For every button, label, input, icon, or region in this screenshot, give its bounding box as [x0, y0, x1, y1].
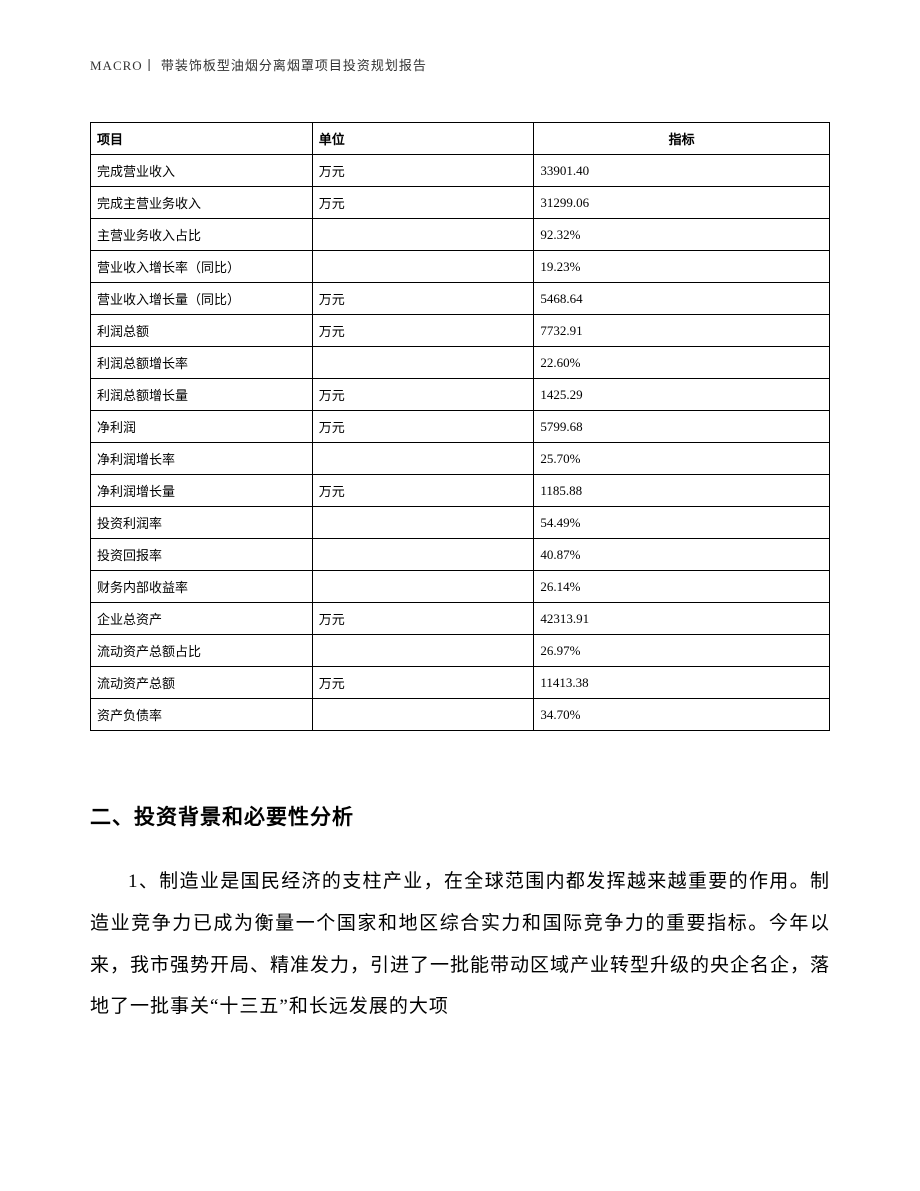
table-row: 利润总额万元7732.91	[91, 315, 830, 347]
table-cell: 万元	[312, 379, 534, 411]
col-header-indicator: 指标	[534, 123, 830, 155]
col-header-unit: 单位	[312, 123, 534, 155]
table-cell: 7732.91	[534, 315, 830, 347]
table-cell: 26.97%	[534, 635, 830, 667]
table-cell: 万元	[312, 155, 534, 187]
table-cell: 11413.38	[534, 667, 830, 699]
table-cell: 19.23%	[534, 251, 830, 283]
table-cell: 万元	[312, 283, 534, 315]
table-row: 完成主营业务收入万元31299.06	[91, 187, 830, 219]
table-cell	[312, 251, 534, 283]
table-cell: 万元	[312, 603, 534, 635]
table-row: 净利润增长量万元1185.88	[91, 475, 830, 507]
table-row: 投资回报率 40.87%	[91, 539, 830, 571]
table-row: 投资利润率 54.49%	[91, 507, 830, 539]
table-row: 净利润增长率 25.70%	[91, 443, 830, 475]
table-cell: 营业收入增长率（同比）	[91, 251, 313, 283]
table-cell: 22.60%	[534, 347, 830, 379]
table-cell: 完成主营业务收入	[91, 187, 313, 219]
page-header: MACRO丨 带装饰板型油烟分离烟罩项目投资规划报告	[90, 55, 830, 74]
table-cell: 33901.40	[534, 155, 830, 187]
table-cell: 流动资产总额	[91, 667, 313, 699]
table-row: 利润总额增长率 22.60%	[91, 347, 830, 379]
table-cell: 营业收入增长量（同比）	[91, 283, 313, 315]
document-page: MACRO丨 带装饰板型油烟分离烟罩项目投资规划报告 项目 单位 指标 完成营业…	[0, 0, 920, 1088]
table-cell: 1185.88	[534, 475, 830, 507]
table-row: 主营业务收入占比 92.32%	[91, 219, 830, 251]
financial-table: 项目 单位 指标 完成营业收入万元33901.40完成主营业务收入万元31299…	[90, 122, 830, 731]
table-cell: 1425.29	[534, 379, 830, 411]
table-cell: 40.87%	[534, 539, 830, 571]
table-row: 流动资产总额占比 26.97%	[91, 635, 830, 667]
table-row: 营业收入增长量（同比）万元5468.64	[91, 283, 830, 315]
table-cell: 利润总额增长率	[91, 347, 313, 379]
table-cell: 31299.06	[534, 187, 830, 219]
table-cell: 42313.91	[534, 603, 830, 635]
table-cell	[312, 635, 534, 667]
table-cell: 企业总资产	[91, 603, 313, 635]
table-cell: 5468.64	[534, 283, 830, 315]
table-cell: 资产负债率	[91, 699, 313, 731]
body-paragraph: 1、制造业是国民经济的支柱产业，在全球范围内都发挥越来越重要的作用。制造业竞争力…	[90, 861, 830, 1028]
table-cell: 完成营业收入	[91, 155, 313, 187]
table-cell: 流动资产总额占比	[91, 635, 313, 667]
table-cell: 利润总额	[91, 315, 313, 347]
table-row: 利润总额增长量万元1425.29	[91, 379, 830, 411]
table-cell	[312, 699, 534, 731]
table-cell: 5799.68	[534, 411, 830, 443]
table-row: 营业收入增长率（同比） 19.23%	[91, 251, 830, 283]
table-cell: 25.70%	[534, 443, 830, 475]
table-row: 财务内部收益率 26.14%	[91, 571, 830, 603]
table-cell: 34.70%	[534, 699, 830, 731]
table-cell	[312, 539, 534, 571]
table-cell: 财务内部收益率	[91, 571, 313, 603]
table-cell: 92.32%	[534, 219, 830, 251]
table-cell: 54.49%	[534, 507, 830, 539]
table-cell: 万元	[312, 187, 534, 219]
table-row: 净利润万元5799.68	[91, 411, 830, 443]
table-header-row: 项目 单位 指标	[91, 123, 830, 155]
table-row: 流动资产总额万元11413.38	[91, 667, 830, 699]
table-cell: 万元	[312, 475, 534, 507]
table-row: 完成营业收入万元33901.40	[91, 155, 830, 187]
table-cell	[312, 571, 534, 603]
table-cell: 净利润	[91, 411, 313, 443]
table-body: 完成营业收入万元33901.40完成主营业务收入万元31299.06主营业务收入…	[91, 155, 830, 731]
table-cell: 万元	[312, 315, 534, 347]
table-cell	[312, 347, 534, 379]
table-cell: 万元	[312, 411, 534, 443]
table-cell: 26.14%	[534, 571, 830, 603]
table-cell: 投资利润率	[91, 507, 313, 539]
table-cell: 投资回报率	[91, 539, 313, 571]
table-row: 企业总资产万元42313.91	[91, 603, 830, 635]
col-header-item: 项目	[91, 123, 313, 155]
table-cell: 净利润增长率	[91, 443, 313, 475]
table-cell: 利润总额增长量	[91, 379, 313, 411]
table-cell	[312, 219, 534, 251]
section-heading: 二、投资背景和必要性分析	[90, 801, 830, 831]
table-cell: 净利润增长量	[91, 475, 313, 507]
table-cell: 主营业务收入占比	[91, 219, 313, 251]
table-cell	[312, 443, 534, 475]
table-cell	[312, 507, 534, 539]
table-cell: 万元	[312, 667, 534, 699]
table-row: 资产负债率 34.70%	[91, 699, 830, 731]
